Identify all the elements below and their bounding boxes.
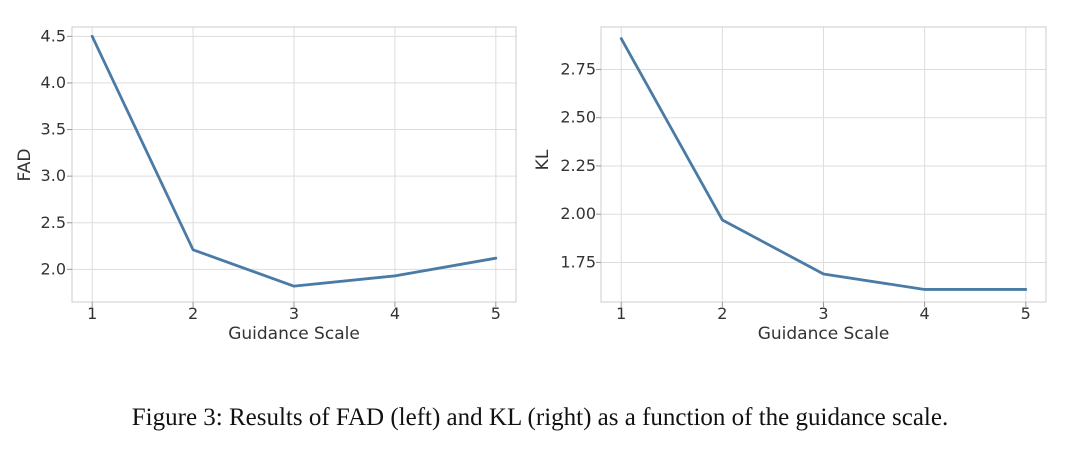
kl-y-tick-label: 2.25 <box>560 156 596 175</box>
chart-fad: 1 2 3 4 5 2.0 2.5 3.0 3.5 4.0 4.5 Guidance Scale FAD <box>15 26 517 344</box>
kl-data-point <box>1024 288 1027 291</box>
kl-x-axis-label: Guidance Scale <box>758 324 890 344</box>
fad-y-axis-label: FAD <box>15 149 35 182</box>
chart-kl: 1 2 3 4 5 1.75 2.00 2.25 2.50 2.75 Guidance Scale K… <box>533 26 1047 344</box>
fad-y-tick-label: 3.0 <box>41 166 66 185</box>
kl-y-tick-label: 2.00 <box>560 204 596 223</box>
kl-data-point <box>721 218 724 222</box>
fad-x-tick-label: 5 <box>491 304 501 323</box>
fad-y-tick-label: 2.0 <box>41 259 66 278</box>
fad-data-point <box>494 256 498 260</box>
fad-data-point <box>90 35 94 38</box>
kl-x-tick-label: 4 <box>920 304 930 323</box>
figure-caption: Figure 3: Results of FAD (left) and KL (… <box>131 404 949 431</box>
kl-y-tick-label: 1.75 <box>560 252 596 271</box>
kl-x-tick-label: 2 <box>717 304 727 323</box>
fad-y-tick-label: 3.5 <box>41 120 66 139</box>
kl-y-tick-label: 2.50 <box>560 108 596 127</box>
fad-data-point <box>191 248 195 251</box>
fad-x-axis-label: Guidance Scale <box>228 324 360 344</box>
fad-y-tick-label: 2.5 <box>41 213 66 232</box>
kl-x-tick-label: 1 <box>616 304 626 323</box>
fad-data-point <box>292 284 296 288</box>
kl-data-point <box>822 272 825 276</box>
kl-y-tick-label: 2.75 <box>560 59 596 78</box>
fad-x-tick-label: 4 <box>390 304 400 323</box>
kl-data-point <box>620 37 623 40</box>
fad-data-point <box>393 274 397 278</box>
fad-x-tick-label: 2 <box>188 304 198 323</box>
fad-y-tick-label: 4.5 <box>41 26 66 45</box>
fad-y-tick-label: 4.0 <box>41 73 66 92</box>
kl-x-tick-label: 3 <box>818 304 828 323</box>
fad-x-tick-label: 3 <box>289 304 299 323</box>
kl-y-axis-label: KL <box>533 149 553 170</box>
kl-x-tick-label: 5 <box>1021 304 1031 323</box>
kl-data-point <box>923 288 926 291</box>
fad-x-tick-label: 1 <box>87 304 97 323</box>
